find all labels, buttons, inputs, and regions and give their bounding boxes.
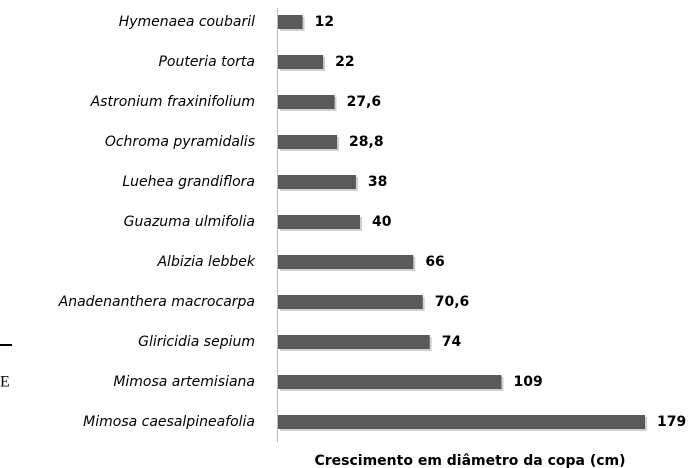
value-label: 109 (513, 374, 542, 390)
value-label: 40 (372, 214, 392, 230)
value-label: 38 (368, 174, 387, 190)
bar (278, 415, 645, 429)
value-label: 66 (425, 254, 444, 270)
category-label: Ochroma pyramidalis (105, 134, 255, 150)
category-label: Mimosa artemisiana (113, 374, 255, 390)
category-label: Mimosa caesalpineafolia (83, 414, 255, 430)
bar (278, 215, 361, 229)
value-label: 74 (442, 334, 462, 350)
bar (278, 335, 430, 349)
bar (278, 135, 338, 149)
category-label: Luehea grandiflora (122, 174, 255, 190)
category-label: Albizia lebbek (156, 254, 255, 270)
value-label: 179 (657, 414, 686, 430)
bar (278, 55, 324, 69)
bar (278, 255, 414, 269)
edge-fragment: E (0, 374, 10, 391)
category-label: Astronium fraxinifolium (90, 94, 255, 110)
bar (278, 15, 303, 29)
value-label: 28,8 (349, 134, 384, 150)
x-axis-title: Crescimento em diâmetro da copa (cm) (314, 453, 625, 468)
bar (278, 295, 423, 309)
category-label: Guazuma ulmifolia (124, 214, 255, 230)
bar (278, 375, 502, 389)
value-label: 22 (335, 54, 354, 70)
category-label: Hymenaea coubaril (119, 14, 255, 30)
value-label: 12 (315, 14, 334, 30)
value-label: 27,6 (347, 94, 382, 110)
category-label: Gliricidia sepium (138, 334, 255, 350)
bar (278, 95, 335, 109)
value-label: 70,6 (435, 294, 470, 310)
category-label: Pouteria torta (158, 54, 255, 70)
category-label: Anadenanthera macrocarpa (58, 294, 255, 310)
bar (278, 175, 356, 189)
